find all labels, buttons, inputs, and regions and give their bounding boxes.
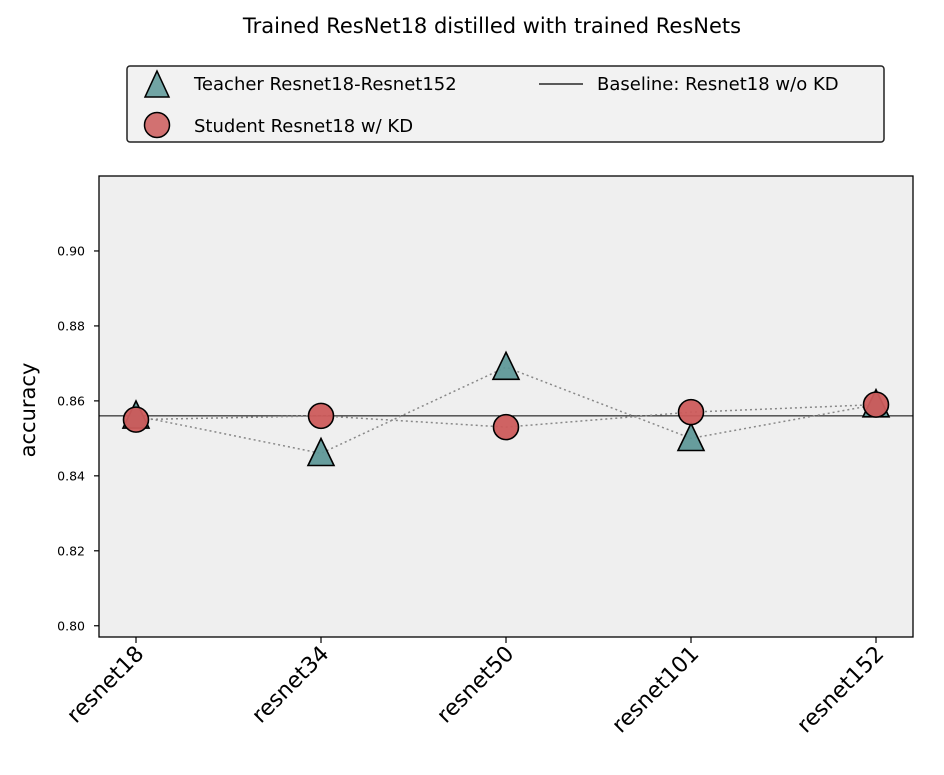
y-axis-label: accuracy — [16, 363, 40, 458]
x-tick-label-0: resnet18 — [63, 642, 150, 729]
x-tick-label-4: resnet152 — [793, 642, 890, 739]
plot-area — [99, 176, 913, 637]
y-tick-label-2: 0.84 — [57, 468, 85, 483]
x-tick-label-2: resnet50 — [433, 642, 520, 729]
chart-title: Trained ResNet18 distilled with trained … — [242, 14, 741, 38]
legend-baseline-label: Baseline: Resnet18 w/o KD — [597, 74, 839, 95]
student-point-resnet34 — [307, 402, 335, 430]
legend-teacher-label: Teacher Resnet18-Resnet152 — [193, 74, 457, 95]
y-tick-label-1: 0.82 — [57, 543, 85, 558]
student-point-resnet101 — [677, 398, 705, 426]
legend-student-label: Student Resnet18 w/ KD — [194, 116, 413, 137]
legend-box — [126, 65, 885, 143]
series-0-connector — [135, 366, 877, 455]
teacher-point-resnet34 — [306, 436, 336, 467]
student-point-resnet50 — [492, 413, 520, 441]
plot-frame — [98, 175, 914, 638]
y-tick-label-0: 0.80 — [57, 618, 85, 633]
y-tick-label-3: 0.86 — [57, 393, 85, 408]
x-tick-label-3: resnet101 — [608, 642, 705, 739]
legend-teacher-marker — [143, 69, 171, 98]
y-tick-label-4: 0.88 — [57, 318, 85, 333]
student-series — [122, 391, 890, 441]
legend-student-marker — [143, 111, 171, 139]
legend: Teacher Resnet18-Resnet152 Student Resne… — [126, 65, 885, 143]
student-point-resnet18 — [122, 406, 150, 433]
teacher-point-resnet50 — [491, 350, 521, 381]
student-point-resnet152 — [862, 391, 890, 418]
teacher-point-resnet101 — [676, 421, 706, 452]
x-tick-label-1: resnet34 — [248, 642, 335, 729]
y-tick-label-5: 0.90 — [57, 243, 85, 258]
